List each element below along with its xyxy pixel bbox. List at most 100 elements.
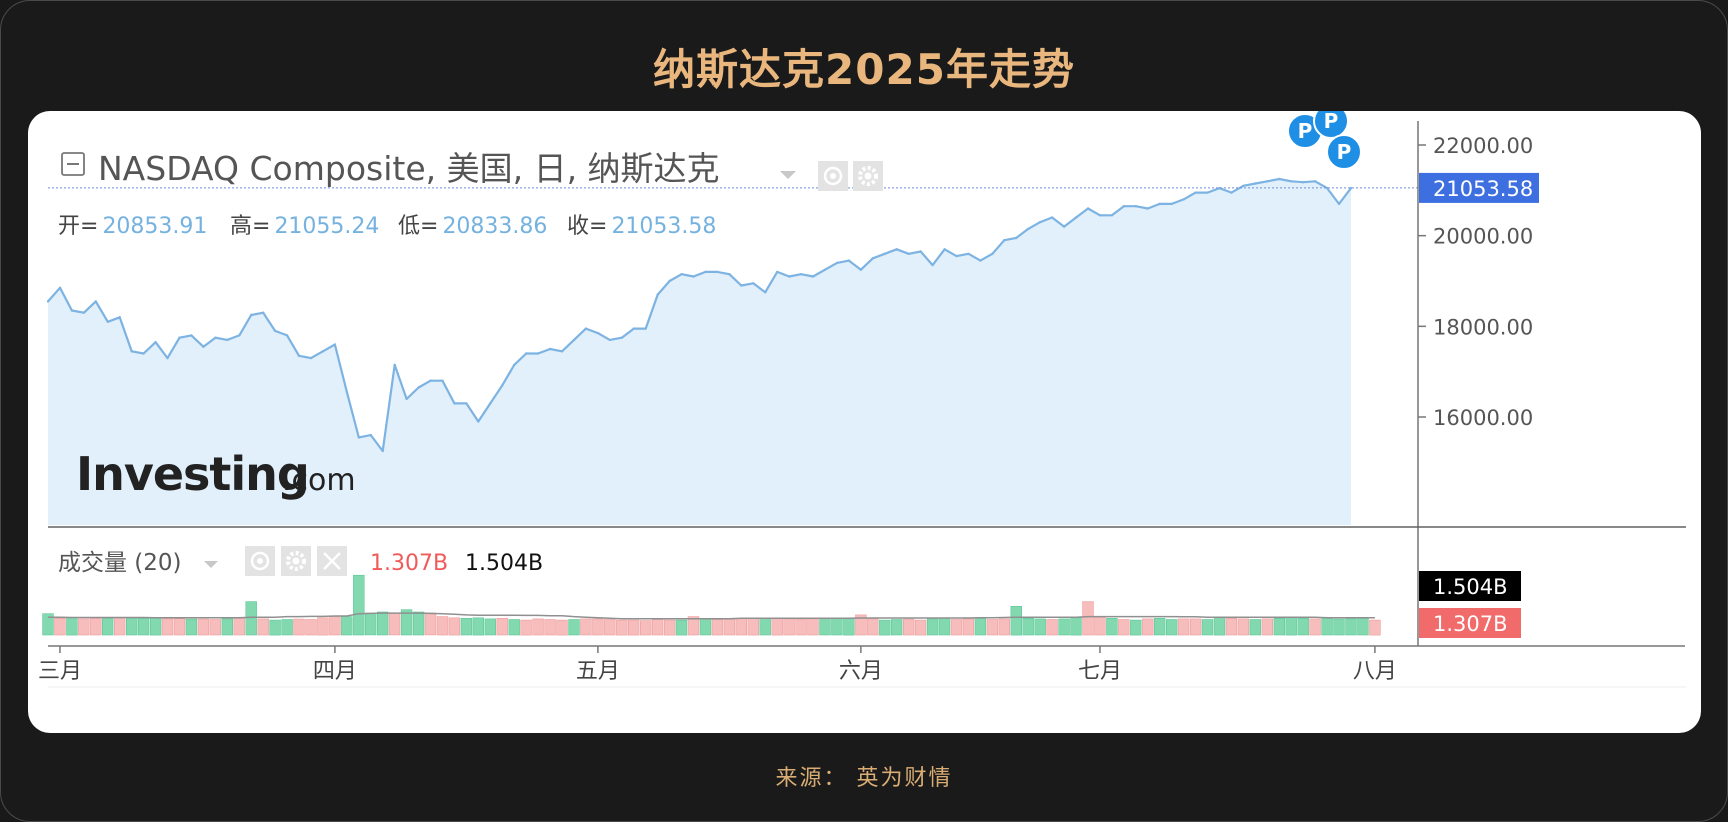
price-point [273, 329, 277, 333]
volume-bar [484, 618, 496, 636]
volume-bar [902, 618, 915, 636]
volume-bar [855, 614, 867, 636]
volume-bar [257, 618, 269, 636]
price-point [321, 350, 325, 353]
volume-bar [520, 619, 532, 636]
volume-average-axis-label: 1.504B [1433, 575, 1508, 599]
visibility-icon[interactable] [818, 161, 848, 191]
volume-bar [1321, 617, 1333, 636]
logo-suffix: .com [282, 463, 356, 498]
price-point [1266, 180, 1269, 183]
price-tick-label: 18000.00 [1433, 315, 1533, 339]
volume-bar [986, 619, 999, 636]
price-point [465, 402, 468, 405]
volume-header: 成交量 (20) 1.307B 1.504B [58, 546, 543, 576]
current-price-badge [1419, 172, 1539, 203]
volume-value: 1.307B [370, 551, 448, 576]
volume-bar [735, 617, 748, 636]
volume-visibility-icon[interactable] [245, 546, 275, 576]
volume-bar [269, 619, 281, 636]
volume-bar [651, 619, 664, 636]
volume-bar [436, 616, 449, 636]
ohlc-value: 21053.58 [611, 214, 716, 239]
time-tick-label: 六月 [839, 659, 883, 684]
volume-bar [209, 619, 221, 636]
volume-bar [783, 618, 795, 636]
volume-bar [1369, 619, 1381, 636]
volume-bar [424, 612, 437, 636]
volume-average-value: 1.504B [465, 551, 543, 576]
volume-close-icon[interactable] [317, 546, 347, 576]
volume-bar [544, 619, 556, 636]
price-layer: P PP [46, 111, 1418, 525]
price-point [226, 338, 229, 342]
price-point [1290, 180, 1293, 183]
volume-bar [890, 619, 903, 636]
price-point [799, 273, 803, 276]
price-point [369, 433, 372, 437]
volume-bar [1118, 619, 1130, 636]
volume-bar [448, 617, 461, 636]
price-point [943, 248, 946, 251]
event-marker-icon[interactable]: P [1326, 134, 1362, 170]
price-point [847, 259, 851, 262]
price-tick-label: 16000.00 [1433, 406, 1533, 430]
price-point [429, 379, 432, 382]
volume-bar [926, 618, 939, 636]
price-point [728, 273, 731, 276]
price-point [238, 334, 241, 337]
volume-bar [843, 617, 855, 636]
volume-bar [1094, 616, 1106, 636]
volume-bar [711, 619, 724, 636]
price-point [560, 350, 564, 353]
volume-bar [639, 620, 652, 636]
page-title: 纳斯达克2025年走势 [653, 45, 1075, 94]
price-line [47, 177, 1352, 453]
price-point [764, 291, 767, 294]
price-point [1182, 198, 1185, 201]
volume-bar [747, 617, 760, 636]
price-point [919, 250, 922, 253]
volume-bar [998, 618, 1011, 636]
price-point [1074, 216, 1078, 219]
volume-bar [568, 619, 580, 636]
volume-bar [161, 618, 174, 636]
chevron-down-icon[interactable] [204, 561, 218, 568]
volume-bar [1177, 618, 1190, 636]
price-point [1170, 202, 1173, 206]
volume-bar [819, 619, 831, 636]
price-point [1302, 181, 1305, 184]
event-marker-label: P [1324, 111, 1339, 133]
price-point [285, 334, 289, 337]
event-marker-label: P [1337, 140, 1352, 164]
price-point [393, 363, 396, 367]
price-point [262, 311, 265, 314]
volume-bar [759, 617, 771, 636]
volume-bar [305, 619, 317, 636]
volume-bar [831, 617, 843, 636]
volume-bar [604, 619, 616, 636]
volume-bar [1237, 618, 1250, 636]
volume-bar [197, 618, 210, 636]
volume-bar [90, 617, 102, 636]
chevron-down-icon[interactable] [780, 171, 796, 179]
price-point [154, 341, 157, 344]
volume-bar [723, 618, 736, 636]
volume-bar [616, 619, 628, 636]
volume-layer [42, 574, 1381, 636]
volume-bar [1010, 605, 1023, 636]
ohlc-item: 低= 20833.86 [398, 214, 547, 239]
volume-bar [556, 619, 568, 636]
volume-bar [54, 617, 66, 636]
volume-bar [1201, 619, 1214, 636]
volume-settings-gear-icon[interactable] [281, 546, 311, 576]
volume-bar [102, 617, 114, 636]
price-point [991, 252, 994, 255]
volume-bar [412, 611, 425, 636]
price-point [931, 263, 934, 267]
volume-bar [233, 617, 245, 636]
price-point [584, 327, 588, 330]
settings-gear-icon[interactable] [853, 161, 883, 191]
collapse-toggle-button[interactable] [61, 152, 85, 176]
event-marker-icon[interactable]: P [1313, 111, 1349, 139]
